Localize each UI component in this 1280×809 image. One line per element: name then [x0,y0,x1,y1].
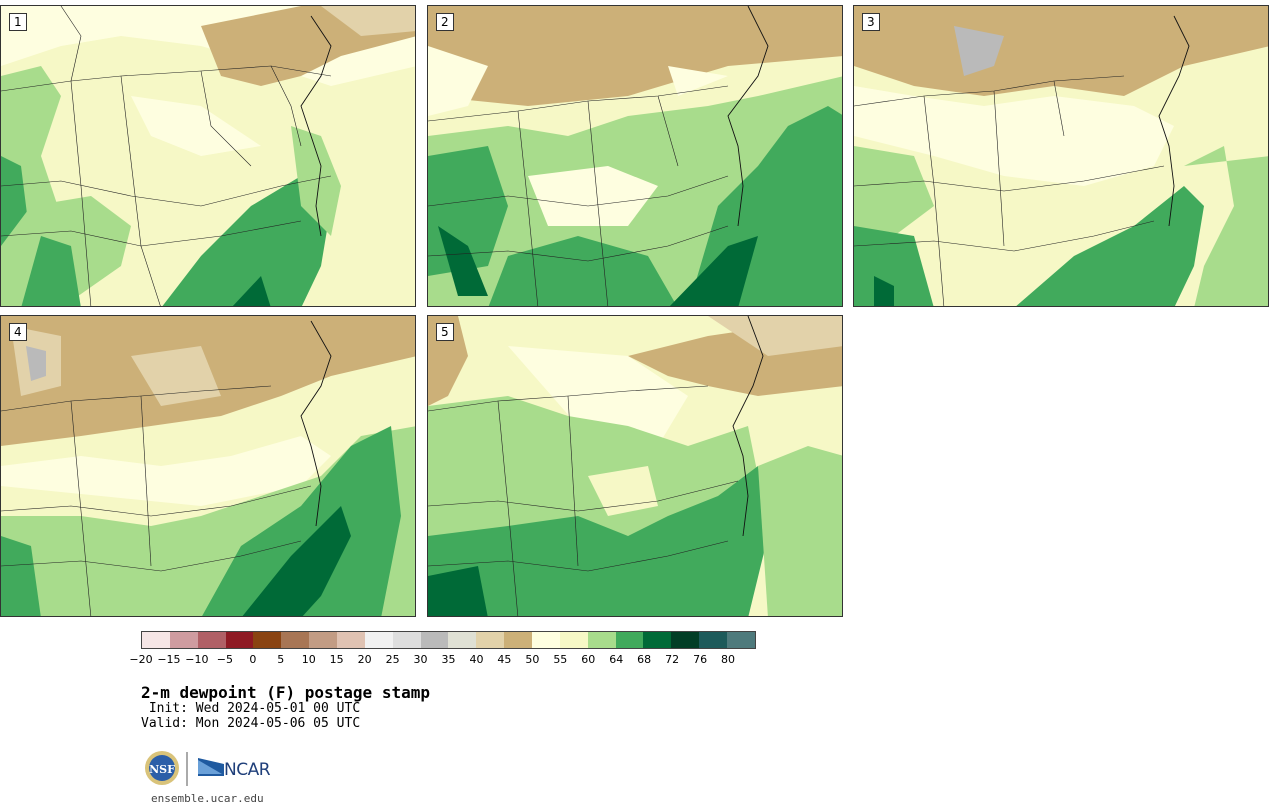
ncar-logo-text: NCAR [224,760,271,780]
colorbar-tick-label: 40 [469,653,484,666]
colorbar-swatch [225,632,254,648]
nsf-logo-text: NSF [149,763,175,776]
dewpoint-map-3 [854,6,1268,306]
panel-label-1: 1 [9,13,27,31]
colorbar-tick-label: 60 [581,653,596,666]
colorbar-tick-label: 68 [637,653,652,666]
colorbar-tick-label: 15 [329,653,344,666]
colorbar-tick-label: −20 [129,653,153,666]
colorbar-swatch [392,632,421,648]
colorbar-tick-label: 5 [277,653,285,666]
ncar-logo-icon [198,758,224,776]
colorbar-tick-label: 55 [553,653,568,666]
colorbar-swatch [448,632,477,648]
panel-label-3: 3 [862,13,880,31]
dewpoint-map-2 [428,6,842,306]
dewpoint-map-5 [428,316,842,616]
colorbar-tick-label: 35 [441,653,456,666]
site-url: ensemble.ucar.edu [151,792,264,805]
init-time: Init: Wed 2024-05-01 00 UTC [141,701,361,716]
member-panel-4: 4 [0,315,416,617]
panel-label-4: 4 [9,323,27,341]
member-panel-2: 2 [427,5,843,307]
colorbar-tick-label: 76 [693,653,708,666]
panel-label-5: 5 [436,323,454,341]
colorbar-swatch [337,632,365,648]
colorbar-tick-labels: −20 −15 −10 −5 0 5 10 15 20 25 30 35 40 45 50 55 60 64 68 7… [129,653,756,667]
valid-time: Valid: Mon 2024-05-06 05 UTC [141,716,361,731]
colorbar-tick-label: −15 [157,653,181,666]
colorbar-swatch [532,632,560,648]
dewpoint-map-4 [1,316,415,616]
colorbar-swatch [309,632,338,648]
colorbar-swatch [504,632,533,648]
colorbar-swatch [727,632,755,648]
page-title: 2-m dewpoint (F) postage stamp [141,683,430,702]
colorbar-swatch [615,632,644,648]
colorbar-tick-label: 72 [665,653,680,666]
logos: NSF [145,751,224,786]
colorbar-swatch [142,632,170,648]
colorbar-tick-label: −10 [185,653,209,666]
colorbar-tick-label: 10 [301,653,316,666]
member-panel-1: 1 [0,5,416,307]
colorbar-swatch [197,632,226,648]
colorbar-swatch [281,632,310,648]
panel-label-2: 2 [436,13,454,31]
colorbar [141,631,756,649]
colorbar-swatch [559,632,588,648]
colorbar-tick-label: 20 [357,653,372,666]
colorbar-tick-label: 25 [385,653,400,666]
colorbar-tick-label: 50 [525,653,540,666]
colorbar-swatch [476,632,505,648]
colorbar-tick-label: 80 [721,653,736,666]
colorbar-swatch [699,632,728,648]
colorbar-swatch [643,632,672,648]
colorbar-swatch [671,632,700,648]
nsf-logo-icon: NSF [145,751,179,785]
colorbar-tick-label: 0 [249,653,257,666]
member-panel-3: 3 [853,5,1269,307]
colorbar-swatch [364,632,393,648]
member-panel-5: 5 [427,315,843,617]
colorbar-tick-label: 30 [413,653,428,666]
colorbar-swatch [420,632,449,648]
colorbar-swatch [169,632,198,648]
dewpoint-map-1 [1,6,415,306]
colorbar-tick-label: 45 [497,653,512,666]
colorbar-tick-label: −5 [216,653,233,666]
colorbar-swatch [587,632,616,648]
colorbar-swatch [253,632,282,648]
colorbar-tick-label: 64 [609,653,624,666]
